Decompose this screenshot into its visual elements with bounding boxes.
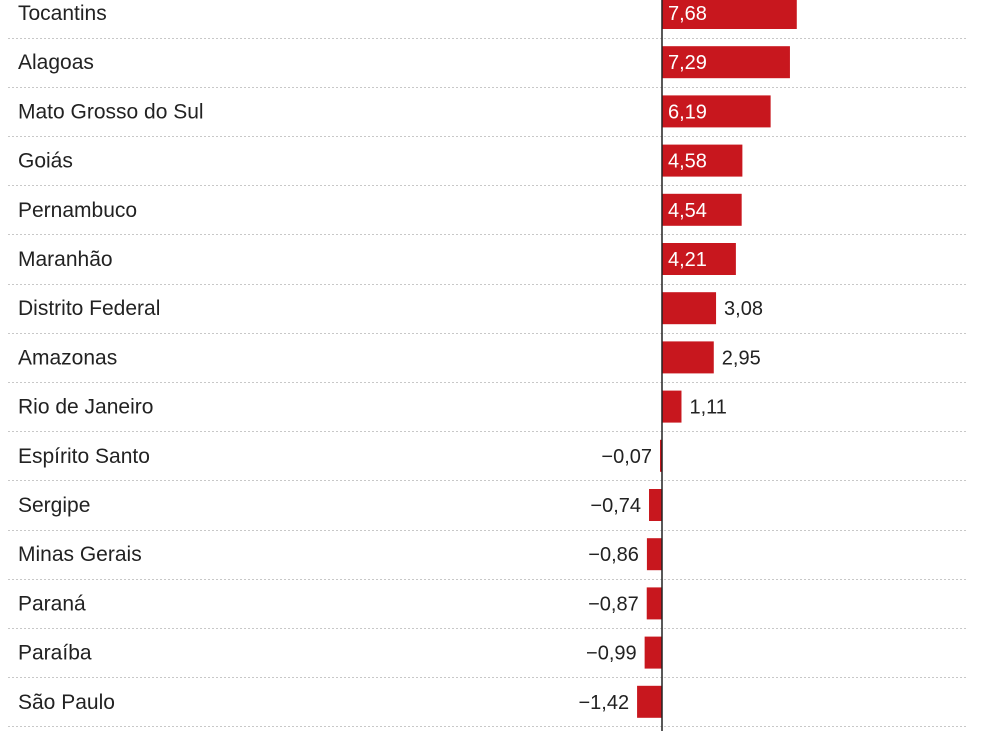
category-label: Sergipe <box>18 494 90 517</box>
category-label: Paraná <box>18 592 86 615</box>
category-label: Paraíba <box>18 642 92 665</box>
category-label: Goiás <box>18 150 73 173</box>
value-label: 2,95 <box>722 347 761 369</box>
value-label: 7,68 <box>668 3 707 25</box>
value-label: −0,99 <box>586 643 637 665</box>
bars-group <box>637 0 797 718</box>
bar <box>662 292 717 325</box>
bar <box>662 243 736 275</box>
category-label: Tocantins <box>18 2 107 25</box>
value-labels: 7,68 7,29 6,19 4,58 4,54 4,21 3,08 2,95 1,11 −0,0… <box>578 3 763 714</box>
bar <box>660 439 662 472</box>
value-label: −1,42 <box>578 692 629 714</box>
bar <box>637 685 662 718</box>
category-label: São Paulo <box>18 691 115 714</box>
category-labels: Tocantins Alagoas Mato Grosso do Sul Goiás P… <box>18 2 204 714</box>
bar <box>646 538 662 571</box>
value-label: 1,11 <box>689 397 726 419</box>
bar <box>662 341 714 374</box>
value-label: −0,86 <box>588 544 639 566</box>
category-label: Pernambuco <box>18 199 137 222</box>
bar <box>662 0 797 29</box>
value-label: −0,07 <box>601 446 652 468</box>
value-label: 7,29 <box>668 52 707 74</box>
category-label: Amazonas <box>18 346 117 369</box>
category-label: Minas Gerais <box>18 543 142 566</box>
category-label: Distrito Federal <box>18 297 160 320</box>
value-label: 4,54 <box>668 200 707 222</box>
bar <box>649 489 662 521</box>
bar <box>662 46 790 79</box>
value-label: −0,74 <box>590 495 641 517</box>
category-label: Espírito Santo <box>18 445 150 468</box>
category-label: Maranhão <box>18 248 113 271</box>
value-label: 4,58 <box>668 151 707 173</box>
row-separators <box>8 38 966 727</box>
bar <box>662 95 771 128</box>
category-label: Alagoas <box>18 51 94 74</box>
bar <box>662 390 682 423</box>
value-label: 3,08 <box>724 298 763 320</box>
bar <box>662 144 743 177</box>
bar <box>644 636 662 669</box>
bar <box>646 587 662 620</box>
category-label: Mato Grosso do Sul <box>18 100 204 123</box>
value-label: −0,87 <box>588 593 639 615</box>
category-label: Rio de Janeiro <box>18 396 153 419</box>
bar <box>662 193 742 226</box>
value-label: 6,19 <box>668 101 707 123</box>
value-label: 4,21 <box>668 249 707 271</box>
